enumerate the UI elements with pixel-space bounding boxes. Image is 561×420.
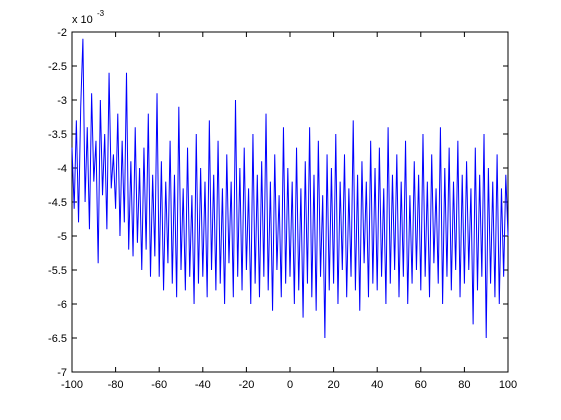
y-tick-label: -3.5 [48,129,67,141]
y-tick-label: -5.5 [48,265,67,277]
y-tick-label: -5 [57,231,67,243]
plot-box [71,31,509,373]
x-tick-label: 0 [287,379,293,391]
y-tick-label: -2.5 [48,61,67,73]
y-tick-label: -4.5 [48,197,67,209]
y-tick-label: -3 [57,95,67,107]
y-tick-label: -4 [57,163,67,175]
x-tick-label: -60 [151,379,167,391]
axis-multiplier: x 10 [72,14,93,26]
x-tick-label: 80 [458,379,470,391]
data-line [71,38,509,339]
x-tick-label: 60 [415,379,427,391]
y-tick-label: -6.5 [48,333,67,345]
y-tick-label: -7 [57,367,67,379]
x-tick-label: 100 [499,379,517,391]
x-tick-label: -80 [108,379,124,391]
x-tick-label: -100 [61,379,83,391]
axis-multiplier-exponent: -3 [97,9,105,18]
x-tick-label: -40 [195,379,211,391]
x-tick-label: -20 [238,379,254,391]
y-tick-label: -2 [57,27,67,39]
y-tick-label: -6 [57,299,67,311]
x-tick-label: 40 [371,379,383,391]
x-tick-label: 20 [327,379,339,391]
